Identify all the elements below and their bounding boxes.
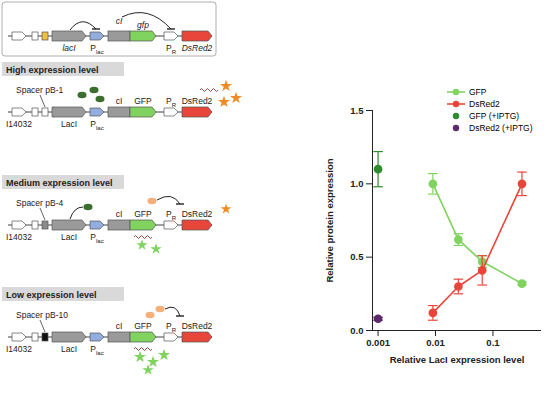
svg-text:PR: PR xyxy=(166,96,177,108)
svg-text:LacI: LacI xyxy=(61,344,77,354)
svg-text:Relative LacI expression level: Relative LacI expression level xyxy=(390,354,525,365)
svg-text:cI: cI xyxy=(116,96,123,106)
svg-text:Low expression level: Low expression level xyxy=(6,290,97,300)
svg-text:lacI: lacI xyxy=(62,43,76,53)
svg-text:High expression level: High expression level xyxy=(6,65,99,75)
svg-text:Spacer pB-4: Spacer pB-4 xyxy=(16,198,64,208)
svg-text:0.5: 0.5 xyxy=(350,251,364,262)
svg-text:Spacer pB-1: Spacer pB-1 xyxy=(16,85,64,95)
svg-text:Plac: Plac xyxy=(90,119,103,131)
svg-text:I14032: I14032 xyxy=(6,344,32,354)
svg-text:GFP: GFP xyxy=(134,209,152,219)
svg-text:I14032: I14032 xyxy=(6,119,32,129)
svg-text:DsRed2: DsRed2 xyxy=(182,209,213,219)
svg-text:0.001: 0.001 xyxy=(366,337,390,348)
svg-text:0.0: 0.0 xyxy=(350,325,363,336)
svg-text:Plac: Plac xyxy=(90,344,103,356)
svg-text:DsRed2: DsRed2 xyxy=(182,96,213,106)
svg-text:cI: cI xyxy=(116,321,123,331)
svg-text:PR: PR xyxy=(166,43,177,55)
svg-text:1.0: 1.0 xyxy=(350,178,363,189)
svg-text:DsRed2: DsRed2 xyxy=(182,43,213,53)
svg-text:LacI: LacI xyxy=(61,232,77,242)
svg-text:PR: PR xyxy=(166,209,177,221)
svg-text:I14032: I14032 xyxy=(6,232,32,242)
svg-text:Medium expression level: Medium expression level xyxy=(6,178,113,188)
svg-text:GFP: GFP xyxy=(134,96,152,106)
svg-text:GFP: GFP xyxy=(134,321,152,331)
svg-text:gfp: gfp xyxy=(137,20,149,30)
svg-text:cI: cI xyxy=(116,16,123,26)
html-text:GFP: GFP xyxy=(469,87,487,97)
svg-text:Plac: Plac xyxy=(90,43,103,55)
svg-text:DsRed2: DsRed2 xyxy=(182,321,213,331)
html-text:GFP (+IPTG): GFP (+IPTG) xyxy=(469,111,520,121)
svg-text:0.1: 0.1 xyxy=(486,337,500,348)
html-text:DsRed2: DsRed2 xyxy=(469,99,500,109)
svg-text:0.01: 0.01 xyxy=(426,337,445,348)
svg-text:1.5: 1.5 xyxy=(350,105,364,116)
svg-text:cI: cI xyxy=(116,209,123,219)
html-text:DsRed2 (+IPTG): DsRed2 (+IPTG) xyxy=(469,123,533,133)
svg-text:Relative protein expression: Relative protein expression xyxy=(324,158,335,282)
svg-text:Spacer pB-10: Spacer pB-10 xyxy=(16,310,68,320)
svg-text:LacI: LacI xyxy=(61,119,77,129)
svg-text:PR: PR xyxy=(166,321,177,333)
svg-text:Plac: Plac xyxy=(90,232,103,244)
